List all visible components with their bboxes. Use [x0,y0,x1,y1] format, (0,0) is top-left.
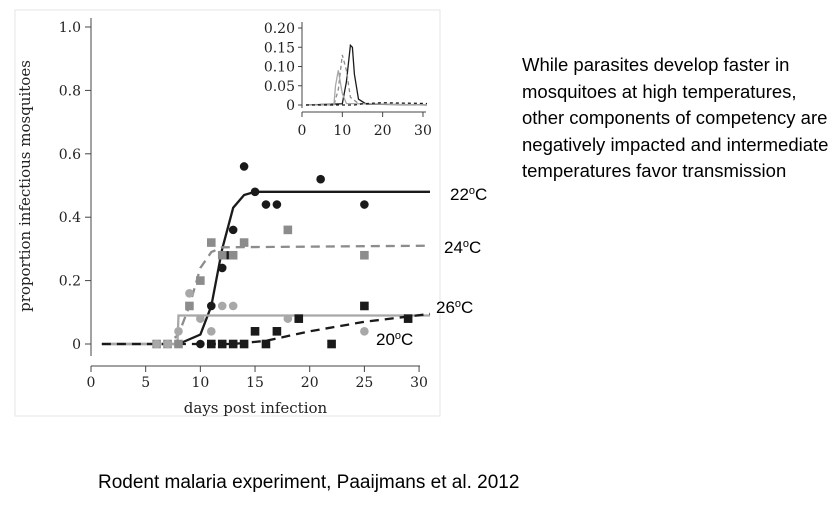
point-20C [239,339,249,349]
inset-y-tick-label: 0.20 [264,21,295,37]
y-tick-label: 0.6 [59,147,81,163]
label-22c: 22oC [450,185,488,204]
point-20C [206,339,216,349]
y-tick-label: 0.8 [59,83,81,99]
point-22C [360,200,369,209]
label-20c: 20oC [376,330,414,349]
point-22C [316,174,325,184]
point-24C [174,339,183,349]
point-26C [228,301,238,311]
point-26C [217,301,227,311]
x-tick-label: 30 [410,375,428,391]
point-20C [228,339,238,349]
inset-x-tick-label: 10 [333,123,351,139]
point-22C [196,339,205,349]
point-24C [228,250,238,260]
x-tick-label: 0 [87,375,96,391]
point-26C [283,314,293,323]
x-tick-label: 20 [301,375,319,391]
inset-curve-24C [305,54,428,106]
inset-curve-26C [306,70,428,106]
x-axis-title: days post infection [184,399,328,417]
point-24C [283,225,293,235]
point-22C [272,200,282,209]
point-24C [217,250,227,260]
point-22C [206,301,216,311]
inset-y-tick-label: 0 [286,98,295,114]
point-24C [185,301,194,311]
x-tick-label: 25 [355,375,373,391]
inset-y-tick-label: 0.15 [264,40,295,56]
point-24C [206,238,216,247]
point-20C [272,327,282,336]
point-26C [152,339,161,349]
point-24C [360,250,369,260]
point-20C [217,339,227,349]
explanatory-text: While parasites develop faster in mosqui… [522,54,829,181]
point-24C [196,276,205,285]
inset-curve-22C [305,43,428,106]
y-tick-label: 1.0 [59,20,81,36]
x-tick-label: 15 [246,375,264,391]
point-26C [360,327,369,336]
inset-curve-20C [306,102,428,106]
point-26C [163,339,172,349]
point-20C [360,301,369,311]
y-tick-label: 0 [72,337,81,353]
curve-22C [101,190,430,346]
point-26C [174,327,183,336]
label-24c: 24oC [444,238,482,257]
x-tick-label: 10 [191,375,209,391]
figure-panel-border [14,9,441,417]
inset-y-tick-label: 0.05 [264,79,295,95]
point-20C [261,339,271,349]
point-20C [250,327,260,336]
y-tick-label: 0.2 [59,274,81,290]
point-20C [403,314,413,323]
point-26C [206,327,216,336]
inset-x-tick-label: 30 [414,123,432,139]
inset-x-tick-label: 20 [374,123,392,139]
point-22C [217,263,227,273]
x-tick-label: 5 [141,375,150,391]
y-tick-label: 0.4 [59,210,81,226]
point-20C [294,314,304,323]
point-20C [327,339,336,349]
inset-x-tick-label: 0 [298,123,307,139]
figure-caption: Rodent malaria experiment, Paaijmans et … [98,472,520,493]
point-24C [239,238,249,247]
point-26C [185,288,194,298]
point-26C [196,314,205,323]
point-22C [261,200,271,209]
label-26c: 26oC [436,298,474,317]
point-22C [239,162,249,171]
point-22C [250,187,260,197]
point-22C [228,225,238,235]
y-axis-title: proportion infectious mosquitoes [16,60,34,312]
inset-y-tick-label: 0.10 [264,60,295,76]
